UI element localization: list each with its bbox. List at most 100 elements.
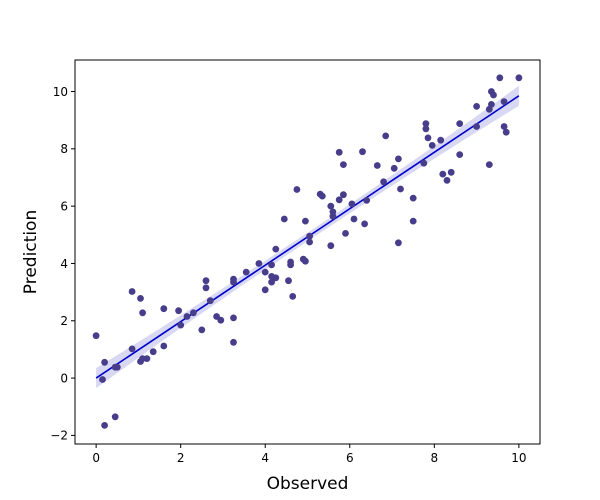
y-tick-label: 2 bbox=[60, 314, 68, 328]
data-point bbox=[490, 91, 497, 99]
y-tick-label: 0 bbox=[60, 371, 68, 385]
data-point bbox=[242, 268, 250, 276]
data-point bbox=[342, 230, 349, 237]
data-point bbox=[340, 161, 347, 169]
data-point bbox=[111, 413, 119, 421]
data-point bbox=[183, 313, 191, 320]
data-point bbox=[230, 278, 237, 286]
x-axis-label: Observed bbox=[267, 474, 349, 494]
data-point bbox=[175, 307, 183, 315]
y-axis-label: Prediction bbox=[21, 210, 41, 294]
data-point bbox=[409, 194, 417, 202]
data-point bbox=[340, 191, 347, 199]
data-point bbox=[390, 164, 398, 172]
data-point bbox=[261, 268, 269, 276]
data-point bbox=[268, 261, 275, 269]
data-point bbox=[485, 161, 493, 169]
data-point bbox=[217, 316, 225, 324]
data-point bbox=[280, 215, 288, 223]
data-point bbox=[447, 168, 455, 176]
data-point bbox=[496, 74, 504, 82]
data-point bbox=[502, 128, 510, 136]
x-tick-label: 6 bbox=[346, 451, 354, 465]
data-point bbox=[380, 178, 387, 186]
data-point bbox=[272, 245, 280, 253]
data-point bbox=[327, 202, 335, 210]
y-tick-label: 8 bbox=[60, 142, 68, 156]
data-point bbox=[422, 120, 430, 127]
data-point bbox=[206, 297, 214, 305]
data-point bbox=[456, 120, 464, 127]
data-point bbox=[272, 274, 280, 282]
data-point bbox=[287, 261, 294, 269]
data-point bbox=[439, 170, 447, 178]
data-point bbox=[289, 293, 297, 300]
data-point bbox=[137, 295, 144, 302]
data-point bbox=[456, 151, 464, 159]
data-point bbox=[230, 314, 237, 322]
data-point bbox=[190, 309, 197, 317]
x-tick-label: 8 bbox=[430, 451, 438, 465]
data-point bbox=[92, 332, 100, 340]
data-point bbox=[397, 185, 404, 193]
data-point bbox=[335, 196, 343, 204]
data-point bbox=[329, 212, 337, 220]
data-point bbox=[255, 260, 263, 267]
data-point bbox=[143, 355, 151, 362]
data-point bbox=[285, 277, 292, 285]
data-point bbox=[128, 345, 136, 353]
data-point bbox=[293, 186, 301, 193]
data-point bbox=[428, 142, 436, 149]
data-point bbox=[128, 288, 136, 295]
data-point bbox=[443, 177, 451, 184]
data-point bbox=[202, 277, 210, 285]
data-point bbox=[359, 148, 366, 156]
data-point bbox=[420, 159, 428, 167]
data-point bbox=[437, 136, 445, 144]
data-point bbox=[261, 286, 269, 294]
data-point bbox=[488, 101, 495, 108]
plot-area-frame bbox=[74, 59, 541, 445]
x-tick-label: 10 bbox=[511, 451, 526, 465]
data-point bbox=[373, 162, 381, 169]
y-tick-label: 6 bbox=[60, 199, 68, 213]
data-point bbox=[395, 155, 402, 163]
x-tick-label: 0 bbox=[92, 451, 100, 465]
data-point bbox=[422, 125, 430, 133]
data-point bbox=[302, 257, 309, 265]
data-point bbox=[395, 239, 402, 247]
data-point bbox=[500, 98, 508, 105]
data-point bbox=[473, 103, 480, 110]
data-point bbox=[350, 215, 358, 223]
data-point bbox=[515, 74, 523, 82]
data-point bbox=[101, 422, 108, 429]
data-point bbox=[382, 132, 390, 140]
data-point bbox=[230, 338, 237, 346]
data-point bbox=[101, 358, 108, 366]
data-point bbox=[327, 242, 335, 250]
y-tick-label: 4 bbox=[60, 257, 68, 271]
y-tick-label: 10 bbox=[53, 85, 68, 99]
data-point bbox=[361, 220, 368, 228]
data-point bbox=[306, 238, 313, 246]
data-point bbox=[139, 309, 147, 317]
data-point bbox=[335, 148, 343, 156]
y-tick-label: −2 bbox=[50, 429, 68, 443]
data-point bbox=[306, 232, 313, 240]
data-point bbox=[160, 342, 168, 350]
x-tick-label: 4 bbox=[261, 451, 269, 465]
data-point bbox=[99, 376, 106, 383]
data-point bbox=[500, 123, 508, 130]
data-point bbox=[409, 217, 417, 225]
data-point bbox=[424, 134, 432, 142]
data-point bbox=[268, 278, 275, 286]
data-point bbox=[160, 305, 168, 313]
data-point bbox=[348, 200, 356, 208]
data-point bbox=[177, 321, 185, 329]
data-point bbox=[302, 217, 309, 225]
data-point bbox=[149, 348, 157, 356]
data-point bbox=[198, 326, 206, 334]
data-point bbox=[473, 123, 480, 130]
data-point bbox=[318, 192, 326, 200]
